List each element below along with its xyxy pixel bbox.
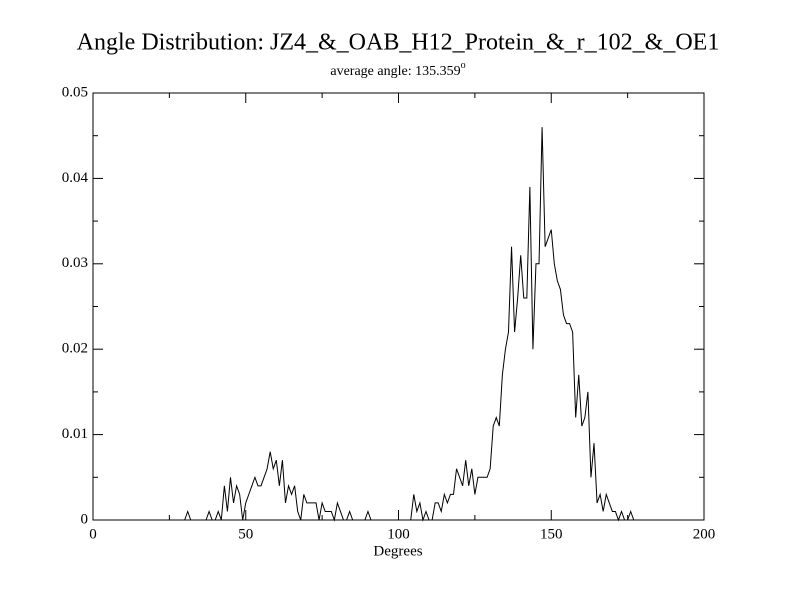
x-tick-label: 0 — [89, 526, 97, 542]
y-tick-label: 0.01 — [62, 426, 88, 442]
x-axis-label: Degrees — [373, 543, 422, 559]
subtitle-superscript: o — [461, 60, 466, 71]
y-tick-label: 0 — [81, 511, 89, 527]
data-line — [169, 127, 635, 522]
y-tick-label: 0.05 — [62, 84, 88, 100]
subtitle-text: average angle: 135.359 — [330, 64, 460, 79]
x-tick-label: 150 — [540, 526, 563, 542]
y-tick-label: 0.04 — [62, 170, 89, 186]
y-tick-label: 0.02 — [62, 341, 88, 357]
x-tick-label: 50 — [238, 526, 253, 542]
chart-title: Angle Distribution: JZ4_&_OAB_H12_Protei… — [77, 30, 720, 56]
chart-subtitle: average angle: 135.359o — [330, 60, 465, 79]
x-tick-label: 100 — [387, 526, 410, 542]
plot-frame — [92, 92, 705, 521]
x-tick-label: 200 — [693, 526, 716, 542]
y-tick-label: 0.03 — [62, 255, 88, 271]
